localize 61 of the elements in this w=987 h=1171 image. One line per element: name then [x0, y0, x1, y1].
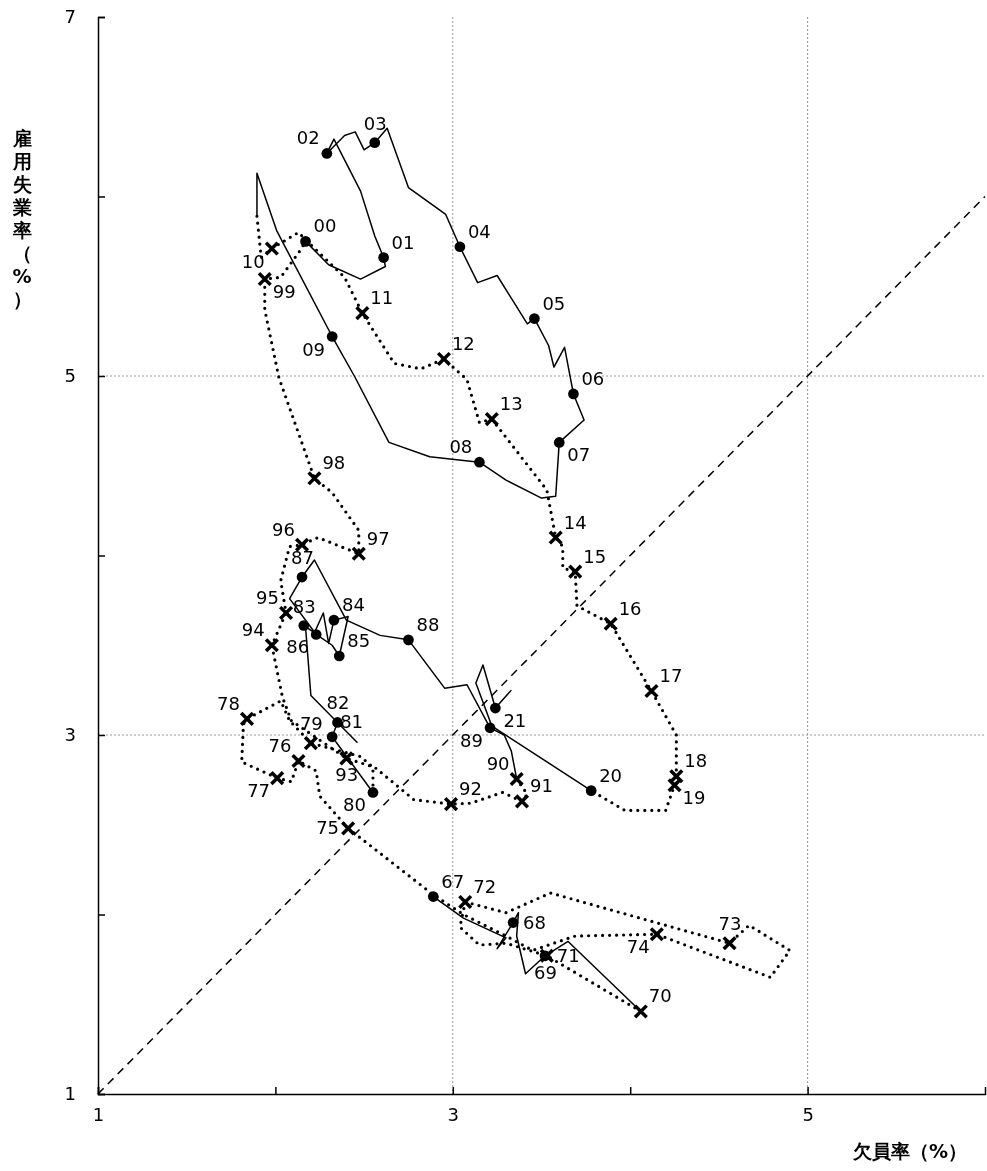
annotation: 74 [626, 936, 650, 958]
annotation: 18 [684, 750, 708, 772]
annotation: 71 [556, 944, 580, 966]
x-tick-label: 5 [802, 1103, 814, 1125]
annotation: 05 [542, 292, 566, 314]
y-axis-title: 雇用失業率（%） [11, 127, 32, 310]
annotation: 13 [499, 393, 523, 415]
annotation: 85 [347, 630, 371, 652]
annotation: 16 [618, 597, 642, 619]
annotation: 07 [567, 444, 591, 466]
annotation: 76 [268, 735, 292, 757]
y-tick-label: 5 [64, 365, 76, 387]
annotation: 89 [460, 729, 483, 751]
annotation: 97 [366, 527, 390, 549]
annotation: 72 [473, 875, 497, 897]
annotation: 02 [296, 127, 320, 149]
annotation: 98 [322, 452, 346, 474]
annotation: 92 [459, 778, 482, 800]
annotation: 77 [247, 780, 271, 802]
annotation: 67 [441, 870, 465, 892]
annotation: 73 [718, 913, 742, 935]
y-tick-label: 1 [64, 1083, 76, 1105]
annotation: 90 [486, 752, 510, 774]
annotation: 09 [302, 338, 326, 360]
annotation: 68 [523, 911, 547, 933]
annotation: 14 [563, 511, 587, 533]
annotation: 01 [391, 231, 415, 253]
annotation: 04 [467, 220, 491, 242]
x-tick-label: 3 [447, 1103, 460, 1125]
annotation: 94 [241, 619, 265, 641]
x-axis-title: 欠員率（%） [851, 1140, 967, 1162]
annotation: 88 [416, 613, 440, 635]
annotation: 75 [316, 817, 340, 839]
annotation: 78 [217, 692, 240, 714]
annotation: 84 [341, 594, 365, 616]
annotation: 99 [272, 281, 296, 303]
annotation: 00 [313, 215, 337, 237]
annotation: 21 [503, 710, 527, 732]
annotation: 19 [682, 787, 706, 809]
annotation: 17 [659, 665, 683, 687]
x-tick-label: 1 [92, 1103, 105, 1125]
annotation: 12 [451, 332, 475, 354]
annotation: 70 [648, 985, 672, 1007]
annotation: 80 [342, 794, 366, 816]
annotation: 15 [583, 545, 607, 567]
annotation: 06 [581, 367, 605, 389]
annotation: 95 [256, 586, 279, 608]
annotation: 08 [449, 436, 473, 458]
y-tick-label: 3 [64, 724, 76, 746]
annotation: 20 [599, 764, 623, 786]
annotation: 10 [241, 250, 265, 272]
annotation: 93 [335, 764, 359, 786]
annotation: 83 [292, 595, 316, 617]
annotation: 03 [363, 112, 387, 134]
annotation: 87 [291, 547, 314, 569]
annotation: 96 [272, 518, 295, 540]
y-tick-label: 7 [64, 6, 76, 28]
annotation: 91 [529, 775, 553, 797]
annotation: 11 [370, 287, 394, 309]
annotation: 79 [299, 713, 323, 735]
annotation: 69 [534, 961, 557, 983]
